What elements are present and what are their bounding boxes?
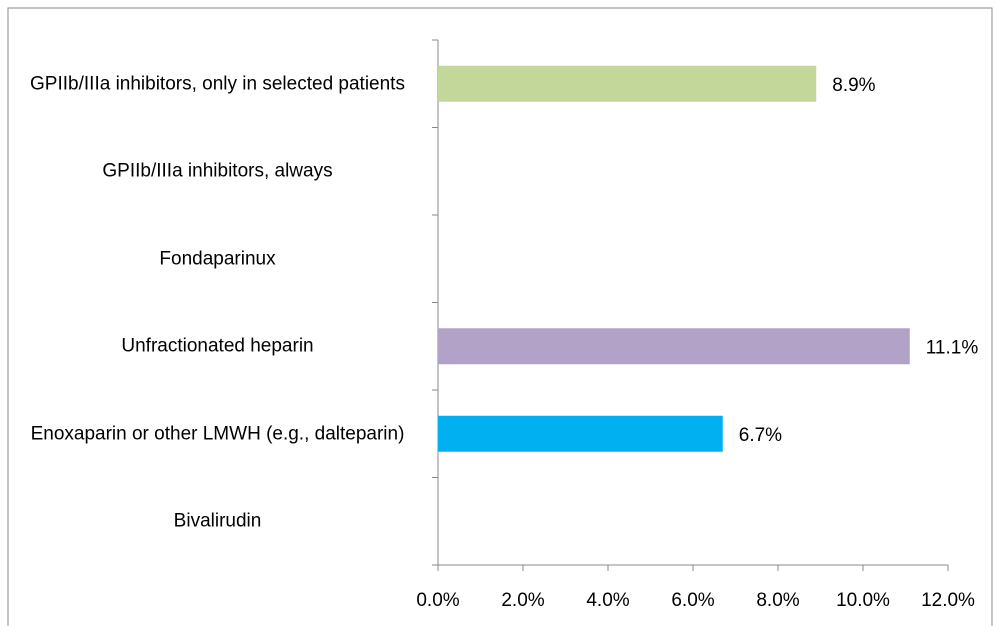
y-tick-label: Enoxaparin or other LMWH (e.g., daltepar… <box>30 423 405 445</box>
x-tick-label: 10.0% <box>836 590 890 611</box>
x-tick-label: 4.0% <box>586 590 629 611</box>
x-tick-label: 12.0% <box>921 590 975 611</box>
bar <box>438 328 910 365</box>
y-tick-label: Bivalirudin <box>173 510 262 532</box>
x-tick-label: 2.0% <box>501 590 544 611</box>
y-tick-label: GPIIb/IIIa inhibitors, only in selected … <box>30 73 405 95</box>
chart-frame <box>7 7 993 626</box>
x-tick-label: 6.0% <box>671 590 714 611</box>
y-tick-label: Unfractionated heparin <box>121 335 314 357</box>
bar <box>438 415 723 452</box>
bar <box>438 65 817 102</box>
y-tick-label: GPIIb/IIIa inhibitors, always <box>102 160 333 182</box>
y-tick-label: Fondaparinux <box>159 248 276 270</box>
x-tick-label: 0.0% <box>416 590 459 611</box>
data-label: 6.7% <box>739 425 782 446</box>
x-tick-label: 8.0% <box>756 590 799 611</box>
data-label: 11.1% <box>926 337 979 358</box>
data-label: 8.9% <box>832 75 875 96</box>
